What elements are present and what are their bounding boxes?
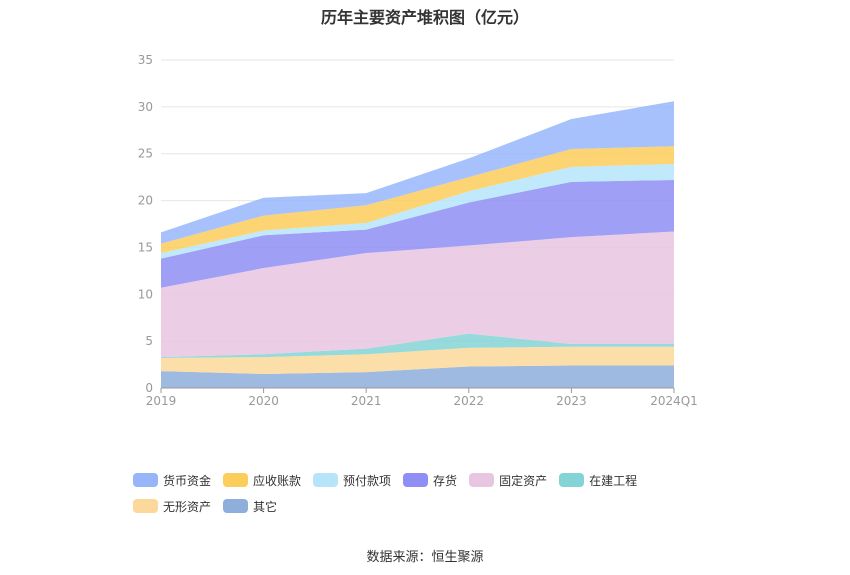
- legend-label: 应收账款: [253, 473, 302, 488]
- data-source-note: 数据来源：恒生聚源: [366, 550, 484, 565]
- legend-label: 固定资产: [499, 473, 548, 488]
- x-tick-label: 2021: [351, 394, 382, 408]
- legend-swatch: [133, 473, 158, 487]
- area-series: [161, 231, 674, 358]
- y-tick-label: 10: [138, 287, 153, 301]
- legend-item[interactable]: 固定资产: [469, 471, 547, 489]
- legend-swatch: [223, 499, 249, 513]
- legend-swatch: [223, 473, 249, 487]
- legend-swatch: [559, 473, 585, 487]
- x-tick-label: 2020: [248, 394, 279, 408]
- x-tick-label: 2024Q1: [650, 394, 698, 408]
- area-series: [161, 101, 674, 244]
- area-series: [161, 146, 674, 254]
- legend-item[interactable]: 在建工程: [559, 471, 637, 489]
- legend-label: 在建工程: [589, 473, 638, 488]
- y-tick-label: 30: [138, 100, 153, 114]
- chart-title: 历年主要资产堆积图（亿元）: [320, 8, 529, 27]
- legend-item[interactable]: 应收账款: [223, 471, 301, 489]
- x-tick-label: 2023: [556, 394, 587, 408]
- x-tick-label: 2019: [146, 394, 177, 408]
- y-tick-label: 35: [138, 53, 153, 67]
- area-series: [161, 346, 674, 374]
- area-series: [161, 179, 674, 288]
- legend-label: 无形资产: [163, 499, 212, 514]
- legend-label: 预付款项: [343, 473, 392, 488]
- legend-item[interactable]: 货币资金: [133, 471, 211, 489]
- y-tick-label: 25: [138, 147, 153, 161]
- area-series: [161, 365, 674, 388]
- y-tick-label: 0: [145, 381, 153, 395]
- legend-swatch: [313, 473, 339, 487]
- legend-item[interactable]: 其它: [223, 497, 277, 515]
- legend-swatch: [133, 499, 158, 513]
- legend-label: 其它: [253, 499, 278, 514]
- legend-label: 存货: [433, 473, 458, 488]
- y-tick-label: 20: [138, 194, 153, 208]
- x-tick-label: 2022: [454, 394, 485, 408]
- legend-label: 货币资金: [163, 473, 212, 488]
- area-series: [161, 333, 674, 359]
- legend-swatch: [469, 473, 495, 487]
- chart-legend: 货币资金 应收账款 预付款项 存货 固定资产 在建工程无形资产 其它: [133, 471, 733, 523]
- y-tick-label: 5: [145, 334, 153, 348]
- area-series: [161, 164, 674, 259]
- legend-item[interactable]: 预付款项: [313, 471, 391, 489]
- legend-swatch: [403, 473, 429, 487]
- legend-item[interactable]: 无形资产: [133, 497, 211, 515]
- y-tick-label: 15: [138, 240, 153, 254]
- legend-item[interactable]: 存货: [403, 471, 457, 489]
